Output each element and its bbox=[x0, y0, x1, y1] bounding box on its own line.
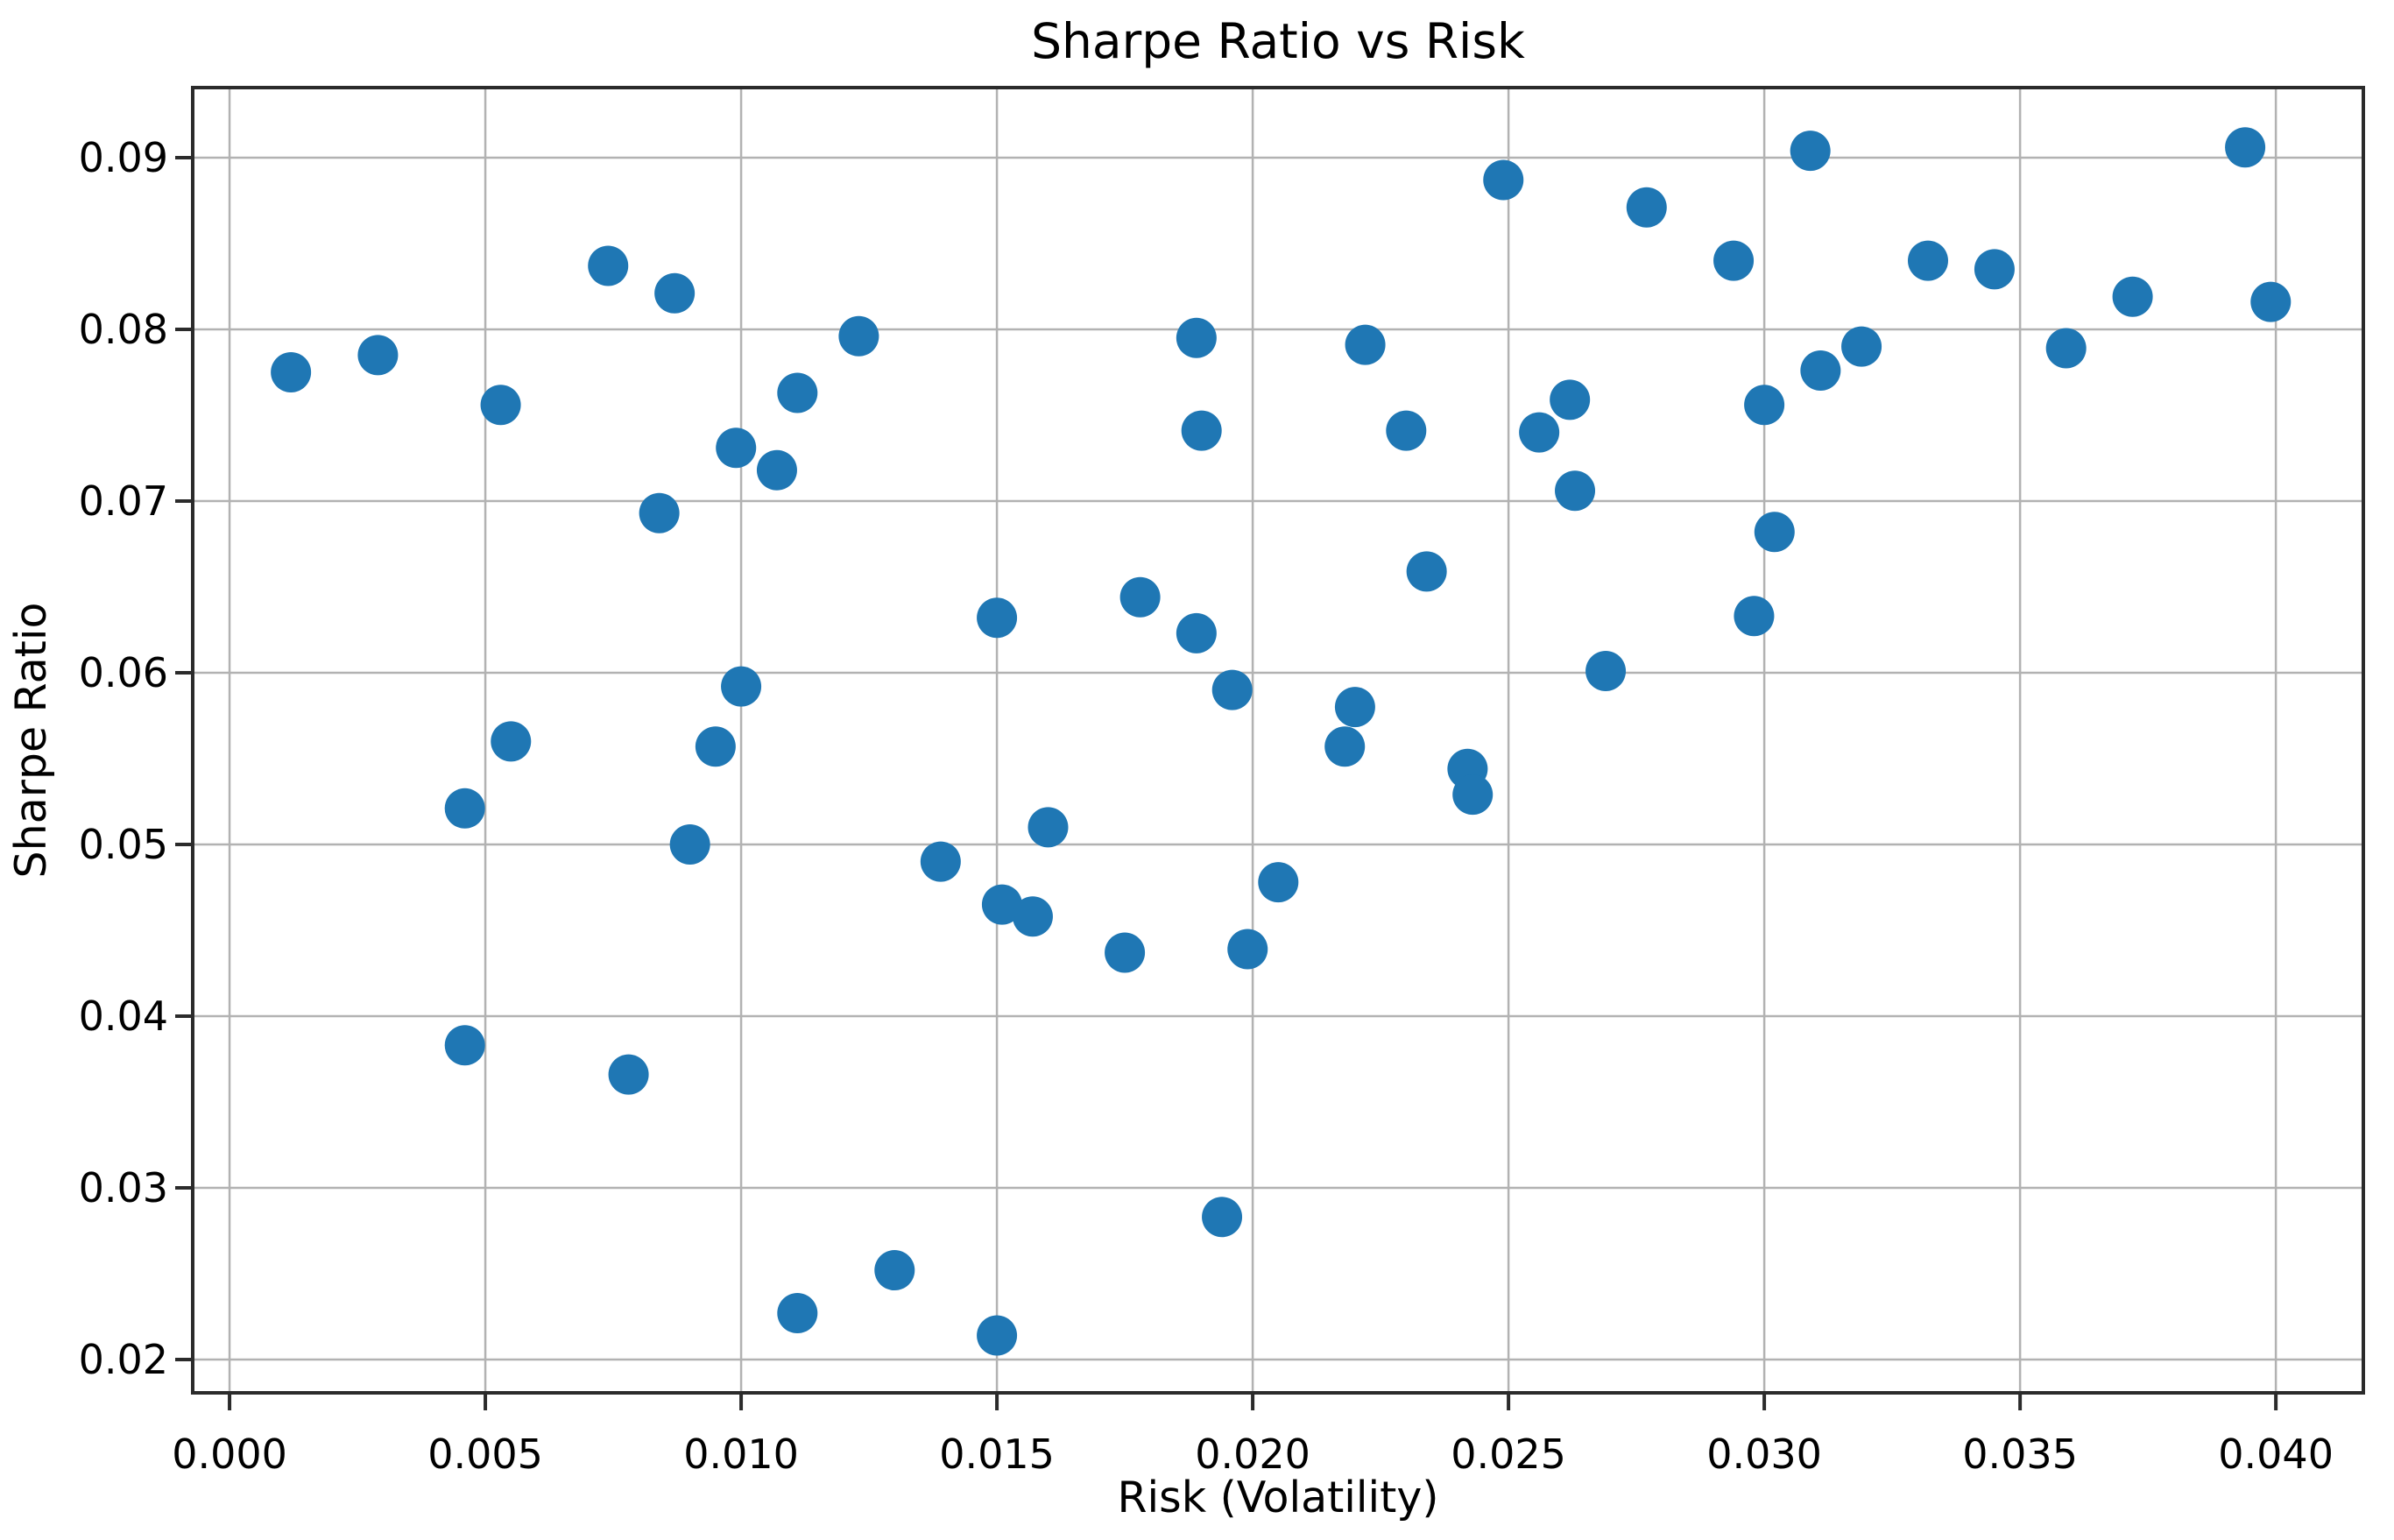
scatter-point bbox=[1406, 551, 1447, 592]
x-tick-label: 0.030 bbox=[1706, 1431, 1822, 1478]
scatter-point bbox=[491, 721, 532, 762]
y-tick-label: 0.02 bbox=[79, 1336, 168, 1383]
scatter-point bbox=[1744, 385, 1785, 426]
y-tick-label: 0.08 bbox=[79, 306, 168, 353]
scatter-point bbox=[2112, 276, 2153, 317]
scatter-point bbox=[357, 335, 399, 376]
scatter-point bbox=[695, 726, 736, 767]
y-tick-label: 0.05 bbox=[79, 821, 168, 868]
grid-layer bbox=[193, 88, 2363, 1393]
scatter-point bbox=[716, 427, 757, 469]
scatter-point bbox=[1202, 1197, 1243, 1238]
scatter-point bbox=[444, 1025, 485, 1066]
scatter-point bbox=[1800, 350, 1841, 392]
scatter-point bbox=[669, 823, 710, 865]
x-tick-label: 0.040 bbox=[2218, 1431, 2334, 1478]
tick-marks-layer bbox=[175, 155, 2278, 1410]
scatter-point bbox=[1754, 512, 1795, 553]
scatter-point bbox=[1713, 240, 1755, 281]
scatter-point bbox=[756, 449, 797, 491]
scatter-point bbox=[981, 884, 1022, 925]
scatter-point bbox=[1555, 470, 1596, 512]
y-tick-label: 0.04 bbox=[79, 993, 168, 1040]
scatter-point bbox=[1386, 410, 1427, 451]
scatter-point bbox=[1550, 379, 1591, 420]
scatter-point bbox=[1181, 410, 1222, 451]
y-tick-label: 0.03 bbox=[79, 1164, 168, 1212]
scatter-point bbox=[608, 1054, 649, 1095]
scatter-point bbox=[1974, 249, 2015, 290]
tick-labels-layer: 0.000 0.005 0.010 0.015 0.020 0.025 0.030 0.035… bbox=[79, 134, 2334, 1478]
scatter-point bbox=[920, 841, 961, 882]
scatter-point bbox=[1841, 326, 1882, 367]
y-tick-label: 0.06 bbox=[79, 649, 168, 696]
scatter-point bbox=[777, 372, 818, 413]
scatter-point bbox=[1452, 774, 1494, 816]
scatter-point bbox=[1519, 412, 1560, 453]
scatter-point bbox=[1585, 651, 1627, 692]
scatter-point bbox=[639, 492, 680, 533]
scatter-point bbox=[977, 1315, 1018, 1356]
scatter-point bbox=[1790, 131, 1831, 172]
scatter-point bbox=[1176, 317, 1217, 358]
scatter-point bbox=[271, 351, 312, 392]
scatter-point bbox=[838, 315, 879, 357]
scatter-points-layer bbox=[271, 127, 2292, 1356]
scatter-point bbox=[2250, 281, 2292, 322]
axes-spines-layer bbox=[191, 86, 2365, 1395]
scatter-point bbox=[1211, 669, 1253, 710]
scatter-point bbox=[1105, 932, 1146, 973]
x-tick-label: 0.015 bbox=[939, 1431, 1055, 1478]
x-tick-label: 0.010 bbox=[683, 1431, 799, 1478]
scatter-point bbox=[1324, 726, 1366, 767]
scatter-point bbox=[1012, 896, 1053, 937]
x-axis-label: Risk (Volatility) bbox=[1118, 1473, 1439, 1522]
scatter-point bbox=[444, 788, 485, 829]
scatter-point bbox=[2045, 328, 2087, 369]
scatter-point bbox=[1334, 687, 1375, 728]
scatter-point bbox=[588, 245, 629, 286]
scatter-point bbox=[1258, 862, 1299, 903]
scatter-point bbox=[1119, 576, 1161, 618]
y-tick-label: 0.07 bbox=[79, 477, 168, 525]
scatter-point bbox=[977, 597, 1018, 639]
scatter-point bbox=[2225, 127, 2266, 168]
scatter-point bbox=[1345, 324, 1386, 365]
scatter-point bbox=[480, 385, 521, 426]
plot-border bbox=[191, 86, 2365, 1395]
scatter-point bbox=[1227, 929, 1268, 970]
y-tick-label: 0.09 bbox=[79, 134, 168, 181]
chart-title: Sharpe Ratio vs Risk bbox=[1031, 13, 1525, 69]
scatter-point bbox=[1483, 159, 1524, 201]
scatter-point bbox=[721, 666, 762, 707]
scatter-point bbox=[1176, 612, 1217, 653]
x-tick-label: 0.000 bbox=[172, 1431, 287, 1478]
scatter-point bbox=[1907, 240, 1948, 281]
scatter-point bbox=[1028, 807, 1069, 848]
x-tick-label: 0.025 bbox=[1451, 1431, 1566, 1478]
scatter-point bbox=[874, 1250, 915, 1291]
scatter-point bbox=[777, 1293, 818, 1334]
x-tick-label: 0.005 bbox=[427, 1431, 543, 1478]
scatter-point bbox=[654, 272, 696, 314]
x-tick-label: 0.020 bbox=[1195, 1431, 1310, 1478]
x-tick-label: 0.035 bbox=[1962, 1431, 2078, 1478]
y-axis-label: Sharpe Ratio bbox=[6, 603, 56, 879]
scatter-point bbox=[1734, 596, 1775, 637]
scatter-point bbox=[1626, 187, 1667, 228]
